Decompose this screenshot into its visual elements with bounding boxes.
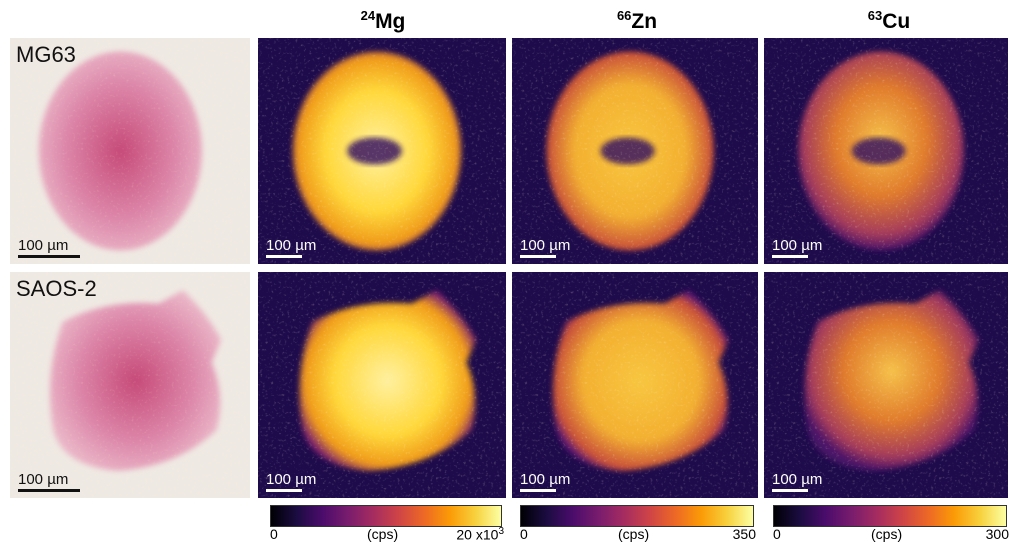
colorbar	[773, 505, 1007, 527]
colorbar-max-exponent: 3	[498, 526, 504, 537]
colorbar	[270, 505, 502, 527]
isotope-mass: 63	[868, 8, 882, 23]
element-map: 100 µm	[258, 272, 506, 498]
histology-image	[10, 38, 250, 264]
colorbar-unit: (cps)	[367, 526, 398, 542]
scale-bar: 100 µm	[18, 237, 80, 258]
scale-bar-line	[520, 489, 556, 492]
row-label: MG63	[16, 42, 76, 68]
element-map: 100 µm	[512, 38, 758, 264]
map-image	[764, 38, 1008, 264]
colorbar-max: 300	[986, 526, 1009, 542]
colorbar-max-value: 350	[733, 526, 756, 542]
figure: {"columns": [ {"mass": "24", "element": …	[0, 0, 1010, 541]
element-map: 100 µm	[764, 272, 1008, 498]
colorbar-max: 350	[733, 526, 756, 542]
scale-bar: 100 µm	[772, 471, 822, 492]
scale-bar-label: 100 µm	[266, 471, 316, 488]
scale-bar-line	[266, 489, 302, 492]
column-header: 66Zn	[512, 8, 762, 34]
scale-bar-label: 100 µm	[520, 237, 570, 254]
scale-bar-line	[520, 255, 556, 258]
colorbar-unit: (cps)	[871, 526, 902, 542]
colorbar-min: 0	[270, 526, 278, 542]
element: Zn	[631, 10, 657, 33]
map-image	[764, 272, 1008, 498]
row-label: SAOS-2	[16, 276, 97, 302]
isotope-mass: 66	[617, 8, 631, 23]
scale-bar: 100 µm	[772, 237, 822, 258]
colorbar-max-value: 300	[986, 526, 1009, 542]
element: Cu	[882, 10, 910, 33]
scale-bar-label: 100 µm	[266, 237, 316, 254]
colorbar	[520, 505, 754, 527]
colorbar-min: 0	[773, 526, 781, 542]
scale-bar-label: 100 µm	[772, 471, 822, 488]
element-map: 100 µm	[512, 272, 758, 498]
scale-bar: 100 µm	[266, 237, 316, 258]
column-header: 63Cu	[764, 8, 1010, 34]
scale-bar-label: 100 µm	[18, 471, 80, 488]
colorbar-min: 0	[520, 526, 528, 542]
column-header: 24Mg	[258, 8, 508, 34]
scale-bar-line	[266, 255, 302, 258]
map-image	[512, 38, 758, 264]
map-image	[258, 38, 506, 264]
scale-bar-label: 100 µm	[772, 237, 822, 254]
scale-bar: 100 µm	[520, 471, 570, 492]
scale-bar-label: 100 µm	[18, 237, 80, 254]
map-image	[512, 272, 758, 498]
scale-bar: 100 µm	[520, 237, 570, 258]
isotope-mass: 24	[361, 8, 375, 23]
colorbar-max-value: 20 x10	[456, 527, 498, 543]
colorbar-max: 20 x103	[456, 526, 504, 543]
scale-bar-line	[18, 255, 80, 258]
histology-image	[10, 272, 250, 498]
histology-panel: SAOS-2 100 µm	[10, 272, 250, 498]
scale-bar-line	[772, 255, 808, 258]
element-map: 100 µm	[258, 38, 506, 264]
scale-bar-line	[772, 489, 808, 492]
scale-bar: 100 µm	[18, 471, 80, 492]
map-image	[258, 272, 506, 498]
scale-bar: 100 µm	[266, 471, 316, 492]
element: Mg	[375, 10, 405, 33]
scale-bar-line	[18, 489, 80, 492]
colorbar-unit: (cps)	[618, 526, 649, 542]
element-map: 100 µm	[764, 38, 1008, 264]
histology-panel: MG63 100 µm	[10, 38, 250, 264]
scale-bar-label: 100 µm	[520, 471, 570, 488]
